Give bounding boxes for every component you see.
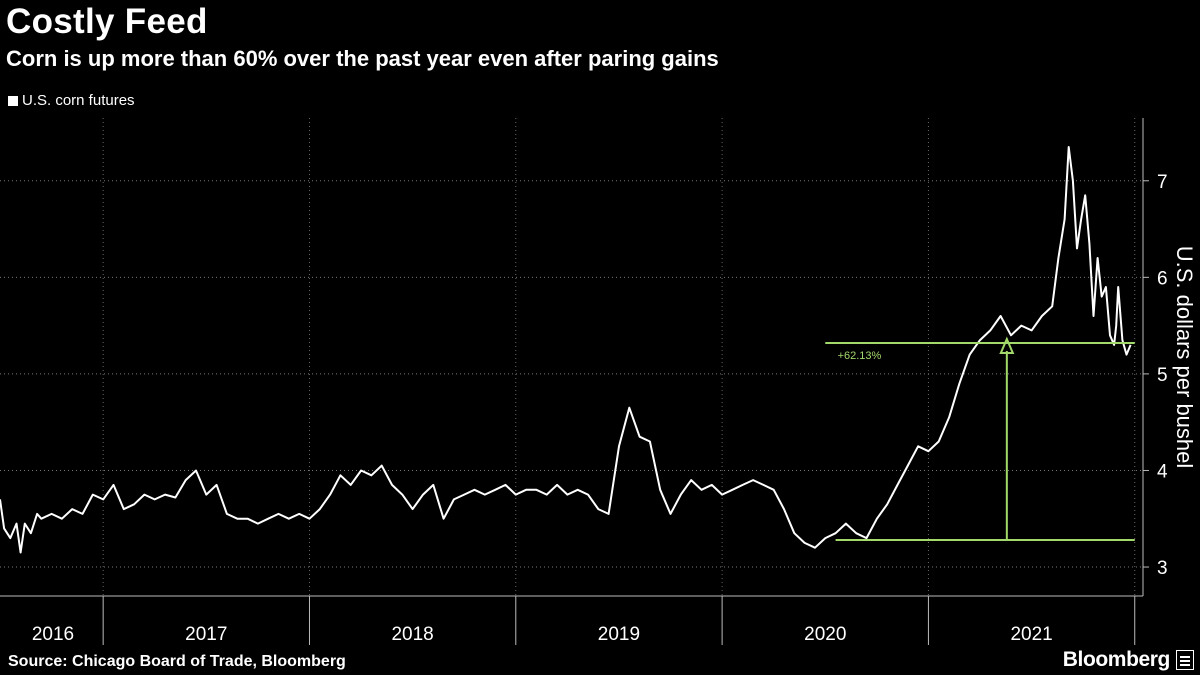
x-tick-label: 2020 — [804, 624, 846, 645]
x-tick-label: 2021 — [1010, 624, 1052, 645]
x-tick-label: 2016 — [32, 624, 74, 645]
x-tick-label: 2017 — [185, 624, 227, 645]
legend-swatch — [8, 95, 18, 106]
legend-label: U.S. corn futures — [22, 92, 135, 109]
terminal-icon — [1176, 650, 1194, 670]
series-line-0 — [0, 146, 1132, 554]
x-tick-label: 2019 — [598, 624, 640, 645]
y-tick-label: 5 — [1157, 365, 1168, 386]
chart-subtitle: Corn is up more than 60% over the past y… — [6, 46, 719, 71]
annotation-arrow — [999, 336, 1015, 354]
y-axis-title: U.S. dollars per bushel — [1172, 246, 1197, 469]
chart-title: Costly Feed — [6, 2, 208, 41]
y-tick-label: 4 — [1157, 461, 1168, 482]
y-tick-label: 3 — [1157, 558, 1168, 579]
annotation-label: +62.13% — [838, 350, 882, 362]
y-tick-label: 7 — [1157, 172, 1168, 193]
legend: U.S. corn futures — [8, 92, 135, 109]
y-tick-label: 6 — [1157, 268, 1168, 289]
x-tick-label: 2018 — [391, 624, 433, 645]
source-note: Source: Chicago Board of Trade, Bloomber… — [8, 653, 346, 670]
brand-logo: Bloomberg — [1062, 648, 1171, 671]
